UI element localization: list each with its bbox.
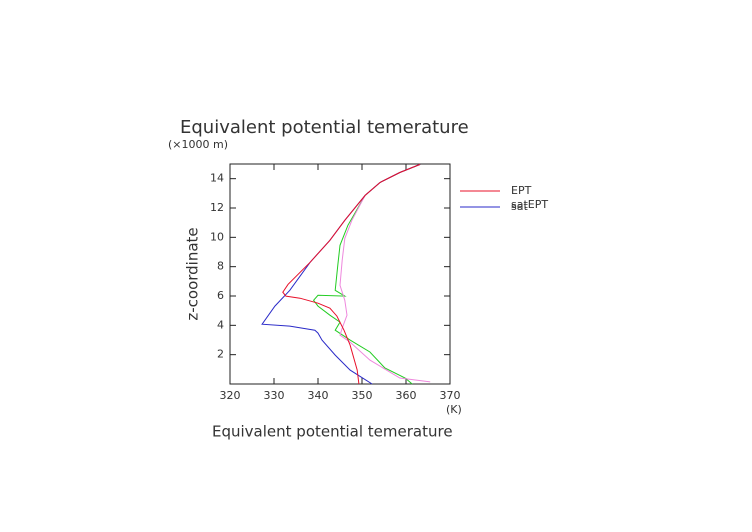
y-tick-label: 2 bbox=[217, 348, 224, 361]
x-tick-label: 340 bbox=[308, 389, 329, 402]
x-axis-label: Equivalent potential temerature bbox=[212, 423, 453, 441]
x-tick-label: 360 bbox=[396, 389, 417, 402]
chart-title: Equivalent potential temerature bbox=[180, 117, 469, 138]
x-tick-label: 370 bbox=[440, 389, 461, 402]
y-tick-label: 6 bbox=[217, 289, 224, 302]
x-tick-label: 330 bbox=[264, 389, 285, 402]
series-line bbox=[312, 163, 421, 385]
y-tick-label: 10 bbox=[210, 230, 224, 243]
legend-label: EPT bbox=[511, 184, 532, 197]
legend-label: satEPT bbox=[511, 198, 548, 211]
y-unit: (×1000 m) bbox=[168, 138, 228, 151]
series-line bbox=[282, 163, 421, 385]
y-axis-label: z-coordinate bbox=[184, 227, 202, 320]
y-tick-label: 12 bbox=[210, 201, 224, 214]
series-line bbox=[339, 163, 431, 383]
x-tick-label: 350 bbox=[352, 389, 373, 402]
y-tick-label: 14 bbox=[210, 172, 224, 185]
x-tick-label: 320 bbox=[220, 389, 241, 402]
x-unit: (K) bbox=[446, 403, 462, 416]
legend-label: sat bbox=[511, 200, 528, 213]
y-tick-label: 4 bbox=[217, 318, 224, 331]
plot-frame bbox=[229, 163, 451, 385]
y-tick-label: 8 bbox=[217, 260, 224, 273]
